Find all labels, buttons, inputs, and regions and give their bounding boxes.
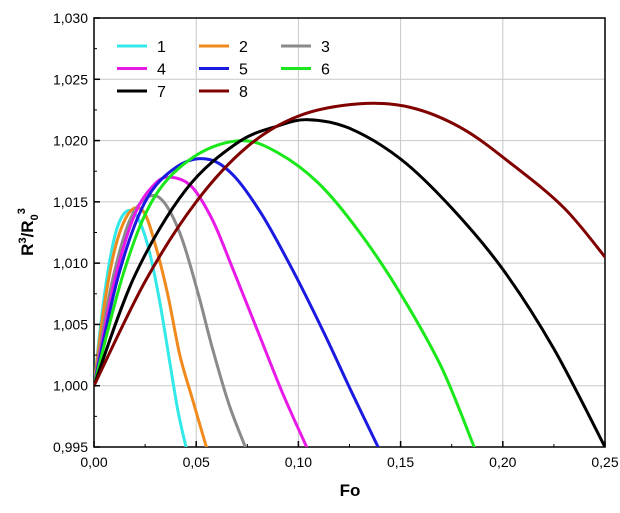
series-line-4 [94, 175, 309, 447]
legend-label-6: 6 [321, 62, 330, 79]
legend-label-3: 3 [321, 39, 330, 56]
y-axis-title-sub: 0 [29, 214, 41, 220]
x-tick-label: 0,10 [285, 454, 312, 470]
x-tick-label: 0,20 [489, 454, 516, 470]
series-line-6 [94, 139, 476, 447]
series-line-3 [94, 193, 247, 447]
y-tick-label: 1,030 [53, 10, 88, 26]
x-axis-title: Fo [340, 481, 361, 500]
legend-label-4: 4 [157, 62, 166, 79]
grid [94, 18, 605, 447]
y-axis-title-sup2: 3 [16, 208, 28, 214]
series-line-5 [94, 157, 380, 447]
y-axis-title-sup1: 3 [17, 237, 29, 243]
y-axis-title-mid: /R [18, 220, 37, 237]
y-axis: 0,995 1,000 1,005 1,010 1,015 1,020 1,025 1,030 [53, 10, 100, 455]
y-tick-label: 1,020 [53, 133, 88, 149]
x-tick-label: 0,25 [591, 454, 618, 470]
legend-label-8: 8 [239, 84, 248, 101]
x-axis: 0,00 0,05 0,10 0,15 0,20 0,25 [80, 441, 619, 470]
y-tick-label: 1,015 [53, 194, 88, 210]
legend-label-1: 1 [157, 39, 166, 56]
y-tick-label: 1,005 [53, 316, 88, 332]
plot-frame [93, 17, 606, 448]
x-tick-label: 0,15 [387, 454, 414, 470]
x-tick-label: 0,00 [80, 454, 107, 470]
series-group [94, 101, 605, 447]
y-tick-label: 1,025 [53, 71, 88, 87]
series-line-8 [94, 101, 605, 388]
y-axis-title: R3/R03 [16, 208, 41, 256]
legend-label-5: 5 [239, 62, 248, 79]
series-line-1 [94, 208, 188, 447]
legend-label-7: 7 [157, 84, 166, 101]
y-axis-title-base: R [18, 244, 37, 256]
legend-label-2: 2 [239, 39, 248, 56]
y-tick-label: 1,000 [53, 378, 88, 394]
series-line-7 [94, 118, 605, 447]
x-tick-label: 0,05 [183, 454, 210, 470]
y-tick-label: 1,010 [53, 255, 88, 271]
legend: 1 2 3 4 5 6 7 8 [117, 39, 330, 101]
y-tick-label: 0,995 [53, 439, 88, 455]
